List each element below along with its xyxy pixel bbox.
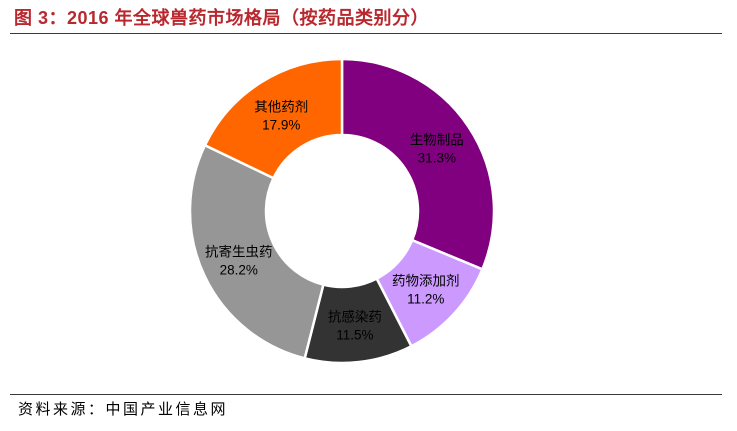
donut-slice-5 xyxy=(203,57,344,180)
slice-category-label-4: 抗寄生虫药 xyxy=(205,243,273,259)
source-divider xyxy=(10,394,722,395)
figure-title: 图 3：2016 年全球兽药市场格局（按药品类别分） xyxy=(14,8,430,28)
slice-category-label-2: 药物添加剂 xyxy=(392,273,460,288)
title-divider xyxy=(10,33,722,34)
slice-category-label-1: 生物制品 xyxy=(410,133,464,148)
slice-value-label-2: 11.2% xyxy=(407,291,444,306)
slice-category-label-5: 其他药剂 xyxy=(254,100,308,115)
donut-labels: 生物制品 31.3% 药物添加剂 11.2% 抗感染药 11.5% 抗寄生虫药 28.2% 其他… xyxy=(205,100,464,343)
slice-value-label-1: 31.3% xyxy=(418,151,456,166)
donut-slice-4 xyxy=(188,143,325,360)
slice-value-label-3: 11.5% xyxy=(336,327,373,342)
slice-value-label-5: 17.9% xyxy=(262,118,300,133)
donut-slices xyxy=(188,57,496,365)
donut-slice-1 xyxy=(340,57,496,271)
source-note: 资料来源：中国产业信息网 xyxy=(18,402,229,418)
slice-category-label-3: 抗感染药 xyxy=(328,308,382,324)
slice-value-label-4: 28.2% xyxy=(220,262,258,277)
